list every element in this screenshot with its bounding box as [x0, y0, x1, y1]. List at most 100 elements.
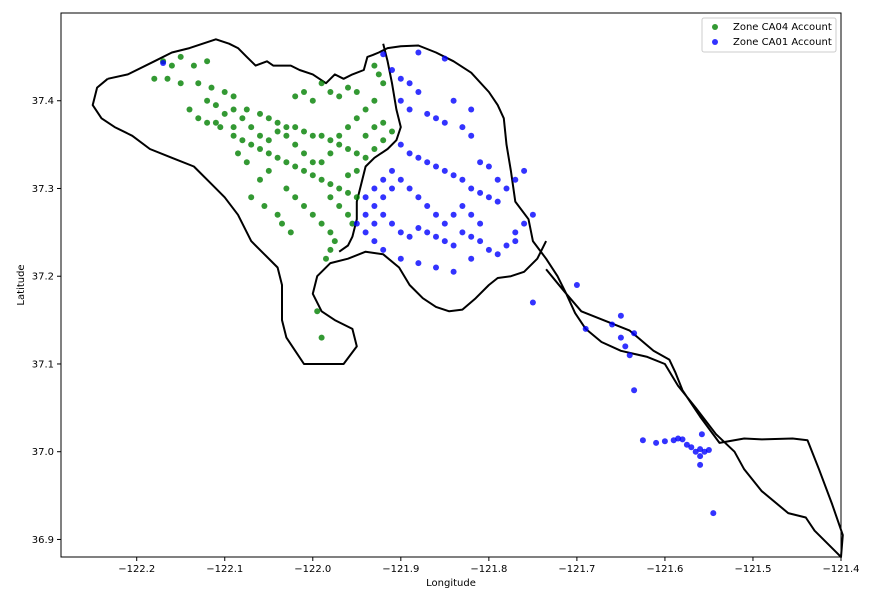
y-tick-label-2: 37.1 [32, 359, 54, 370]
x-tick-label-0: −122.2 [118, 564, 155, 575]
point-ca04-64 [314, 308, 321, 315]
point-ca01-13 [459, 124, 466, 131]
point-ca04-84 [239, 115, 246, 122]
point-ca04-103 [301, 89, 307, 95]
point-ca04-65 [318, 334, 325, 341]
point-ca04-3 [190, 62, 197, 69]
point-ca04-30 [195, 115, 202, 122]
point-ca01-41 [441, 238, 448, 245]
point-ca04-68 [380, 80, 387, 87]
point-ca01-101 [477, 220, 484, 227]
point-ca01-33 [371, 203, 378, 209]
point-ca04-26 [345, 146, 351, 152]
point-ca01-73 [622, 343, 629, 350]
point-ca04-8 [195, 80, 202, 87]
point-ca04-57 [265, 167, 272, 174]
point-ca04-48 [283, 185, 290, 192]
point-ca01-30 [380, 176, 387, 183]
point-ca04-96 [380, 119, 387, 126]
point-ca01-98 [450, 211, 457, 218]
point-ca04-102 [309, 97, 316, 104]
point-ca01-9 [406, 106, 413, 113]
point-ca04-37 [265, 150, 272, 157]
point-ca04-86 [221, 110, 228, 117]
point-ca01-69 [582, 325, 589, 332]
point-ca04-6 [164, 75, 171, 82]
point-ca04-70 [362, 106, 369, 113]
point-ca01-72 [617, 334, 624, 341]
point-ca04-62 [279, 220, 285, 227]
point-ca01-65 [521, 220, 528, 227]
point-ca01-21 [433, 163, 439, 170]
point-ca04-16 [257, 110, 263, 117]
x-tick-label-3: −121.9 [382, 564, 419, 575]
point-ca01-97 [441, 220, 448, 227]
y-axis-label: Latitude [16, 264, 27, 305]
point-ca04-107 [336, 93, 343, 100]
point-ca01-19 [415, 154, 422, 161]
point-ca04-63 [287, 229, 294, 236]
point-ca04-72 [345, 124, 351, 131]
x-tick-label-4: −121.8 [470, 564, 507, 575]
point-ca04-81 [265, 137, 272, 144]
point-ca04-55 [327, 246, 334, 253]
point-ca01-43 [459, 229, 466, 236]
point-ca04-7 [177, 80, 184, 87]
point-ca01-38 [415, 225, 422, 231]
point-ca04-34 [239, 137, 246, 144]
boundary-line-0 [107, 38, 844, 558]
point-ca04-13 [212, 102, 219, 109]
point-ca01-7 [415, 89, 422, 95]
point-ca01-102 [397, 176, 404, 183]
point-ca01-68 [573, 282, 580, 288]
point-ca04-58 [257, 176, 263, 183]
point-ca04-45 [336, 185, 343, 192]
point-ca04-53 [327, 229, 334, 236]
point-ca04-76 [309, 159, 316, 166]
point-ca04-40 [292, 163, 299, 170]
point-ca01-88 [697, 446, 704, 453]
point-ca01-49 [512, 238, 519, 245]
point-ca01-104 [380, 194, 387, 201]
point-ca01-17 [397, 141, 404, 148]
point-ca01-6 [406, 80, 413, 87]
point-ca01-22 [441, 167, 448, 174]
point-ca01-60 [503, 185, 510, 192]
point-ca04-52 [318, 220, 325, 227]
boundary-line-2 [338, 43, 402, 253]
zone-boundaries [91, 38, 844, 558]
point-ca01-70 [609, 321, 616, 328]
point-ca04-25 [336, 141, 343, 148]
point-ca04-49 [292, 194, 299, 201]
point-ca01-44 [468, 233, 475, 240]
point-ca04-106 [327, 89, 334, 95]
point-ca04-73 [336, 132, 343, 139]
point-ca01-78 [653, 439, 660, 446]
y-tick-label-3: 37.2 [32, 272, 54, 283]
point-ca04-10 [221, 89, 228, 95]
point-ca01-45 [477, 238, 484, 245]
x-tick-label-1: −122.1 [206, 564, 243, 575]
point-ca01-100 [468, 211, 475, 218]
point-ca04-5 [151, 75, 158, 82]
point-ca01-34 [380, 211, 387, 218]
point-ca01-84 [688, 444, 695, 451]
point-ca04-39 [283, 159, 290, 166]
point-ca04-108 [345, 84, 351, 91]
point-ca01-42 [450, 242, 457, 249]
point-ca04-11 [230, 93, 237, 100]
point-ca04-20 [292, 124, 299, 131]
point-ca01-31 [371, 185, 378, 192]
point-ca01-77 [639, 437, 646, 444]
point-ca01-91 [697, 461, 704, 468]
point-ca01-92 [710, 510, 717, 517]
point-ca04-79 [283, 132, 290, 139]
point-ca04-43 [318, 176, 325, 183]
y-tick-label-1: 37.0 [32, 447, 54, 458]
point-ca04-47 [353, 194, 360, 201]
point-ca04-104 [292, 93, 299, 100]
point-ca01-99 [459, 203, 466, 209]
point-ca01-35 [389, 220, 395, 227]
point-ca04-24 [327, 137, 334, 144]
